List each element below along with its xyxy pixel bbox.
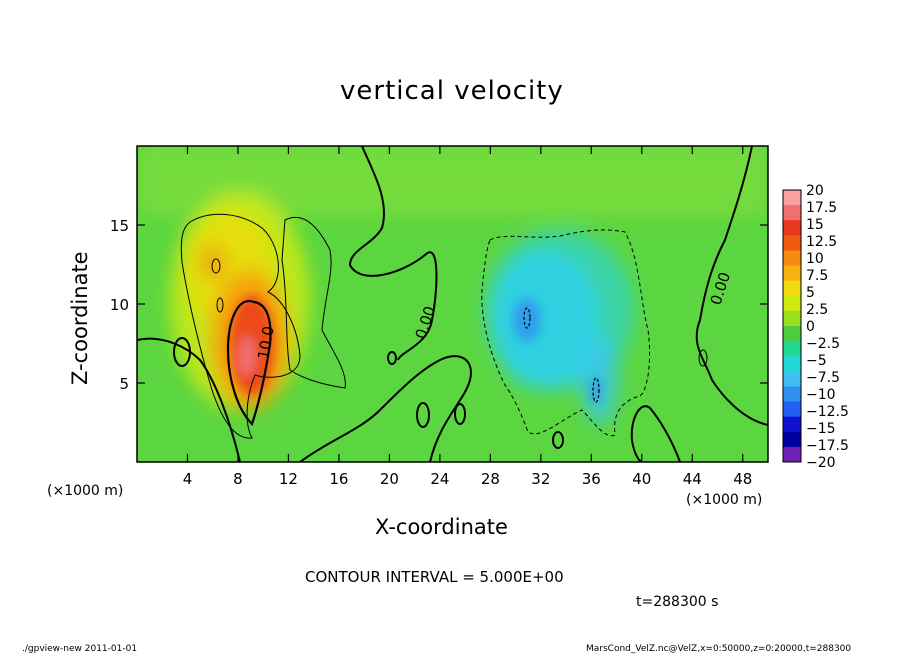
colorbar-swatch (783, 431, 801, 448)
contour-interval: CONTOUR INTERVAL = 5.000E+00 (305, 568, 564, 586)
colorbar-swatch (783, 310, 801, 327)
colorbar-swatch (783, 235, 801, 251)
y-unit-note: (×1000 m) (47, 483, 124, 499)
colorbar-swatch (783, 371, 801, 387)
colorbar-frame (782, 189, 802, 463)
colorbar-swatch (783, 205, 801, 221)
colorbar-label: 0 (806, 319, 815, 335)
contour-10 (226, 299, 272, 427)
colorbar-label: −10 (806, 387, 836, 403)
time-label: t=288300 s (636, 594, 719, 610)
colorbar-swatch (783, 356, 801, 372)
colorbar-swatch (783, 265, 801, 282)
contour-lines (137, 146, 768, 462)
x-tick-label: 32 (531, 470, 550, 488)
x-tick-label: 20 (380, 470, 399, 488)
footer-right: MarsCond_VelZ.nc@VelZ,x=0:50000,z=0:2000… (586, 644, 852, 654)
x-tick-label: 28 (481, 470, 500, 488)
colorbar-label: −2.5 (806, 336, 840, 352)
colorbar-swatch (783, 386, 801, 403)
y-tick-label: 5 (119, 375, 129, 393)
x-tick-label: 36 (582, 470, 601, 488)
y-axis-label: Z-coordinate (68, 251, 92, 385)
colorbar-swatch (783, 190, 801, 206)
contour-5 (180, 213, 301, 439)
colorbar-label: 10 (806, 251, 824, 267)
chart-title: vertical velocity (340, 76, 564, 106)
colorbar-swatch (783, 416, 801, 433)
colorbar-label: 17.5 (806, 200, 837, 216)
x-tick-label: 4 (183, 470, 193, 488)
x-tick-label: 8 (233, 470, 243, 488)
colorbar-swatch (783, 341, 801, 357)
colorbar: 2017.51512.5107.552.50−2.5−5−7.5−10−12.5… (782, 183, 849, 471)
x-tick-label: 12 (279, 470, 298, 488)
colorbar-swatch (783, 295, 801, 312)
y-axis: 5 10 15 (110, 217, 768, 393)
x-tick-label: 44 (683, 470, 702, 488)
colorbar-label: −5 (806, 353, 827, 369)
colorbar-swatch (783, 326, 801, 342)
colorbar-swatch (783, 280, 801, 297)
colorbar-label: 2.5 (806, 302, 828, 318)
footer-left: ./gpview-new 2011-01-01 (22, 644, 138, 654)
colorbar-swatch (783, 220, 801, 236)
field-shading (137, 146, 768, 425)
colorbar-swatch (783, 401, 801, 418)
plot-field: 10.0 0.00 0.00 (137, 146, 768, 462)
colorbar-label: 7.5 (806, 268, 828, 284)
x-axis: 4 8 12 16 20 24 28 32 36 40 44 48 (183, 146, 752, 488)
x-tick-label: 40 (632, 470, 651, 488)
colorbar-label: 15 (806, 217, 824, 233)
colorbar-label: −15 (806, 421, 836, 437)
x-tick-label: 48 (733, 470, 752, 488)
x-axis-label: X-coordinate (375, 515, 508, 539)
x-tick-label: 16 (329, 470, 348, 488)
colorbar-swatch (783, 446, 801, 463)
x-unit-note: (×1000 m) (686, 492, 763, 508)
colorbar-label: 5 (806, 285, 815, 301)
colorbar-label: −7.5 (806, 370, 840, 386)
colorbar-label: 20 (806, 183, 824, 199)
y-tick-label: 10 (110, 296, 129, 314)
colorbar-label: −20 (806, 455, 836, 471)
colorbar-label: 12.5 (806, 234, 837, 250)
contour-label: 10.0 (254, 325, 278, 361)
y-tick-label: 15 (110, 217, 129, 235)
colorbar-label: −12.5 (806, 404, 849, 420)
colorbar-label: −17.5 (806, 438, 849, 454)
x-tick-label: 24 (430, 470, 449, 488)
colorbar-swatch (783, 250, 801, 267)
